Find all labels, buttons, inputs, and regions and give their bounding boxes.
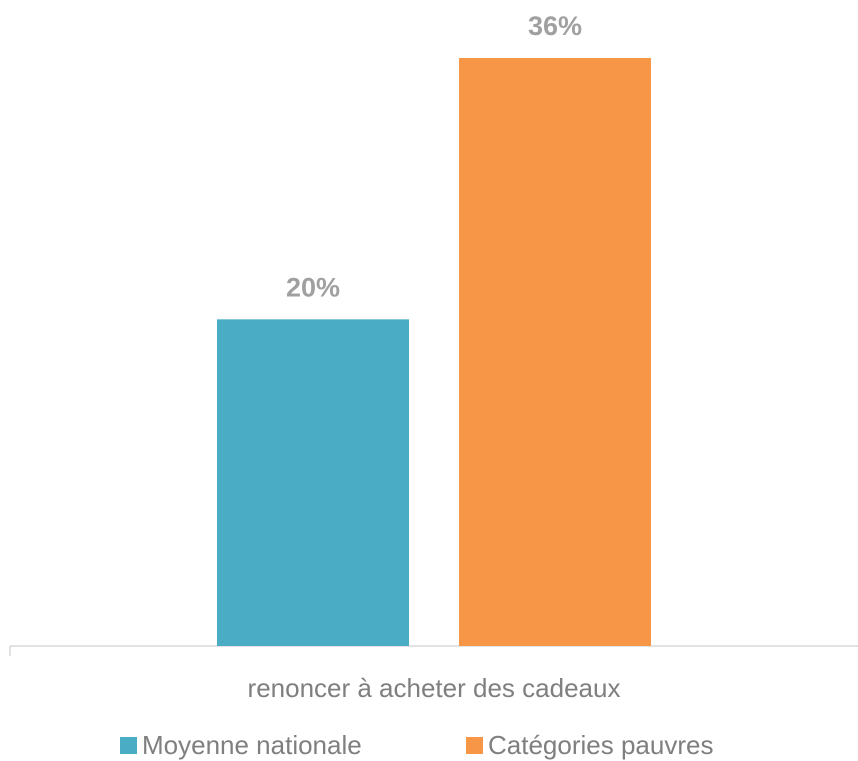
bar [459, 58, 651, 646]
bar [217, 319, 409, 646]
legend-swatch [120, 737, 137, 754]
value-label: 20% [286, 272, 340, 302]
legend-label: Catégories pauvres [488, 730, 713, 760]
x-tick-label: renoncer à acheter des cadeaux [248, 673, 621, 703]
value-label: 36% [528, 11, 582, 41]
legend-swatch [466, 737, 483, 754]
legend-label: Moyenne nationale [142, 730, 362, 760]
